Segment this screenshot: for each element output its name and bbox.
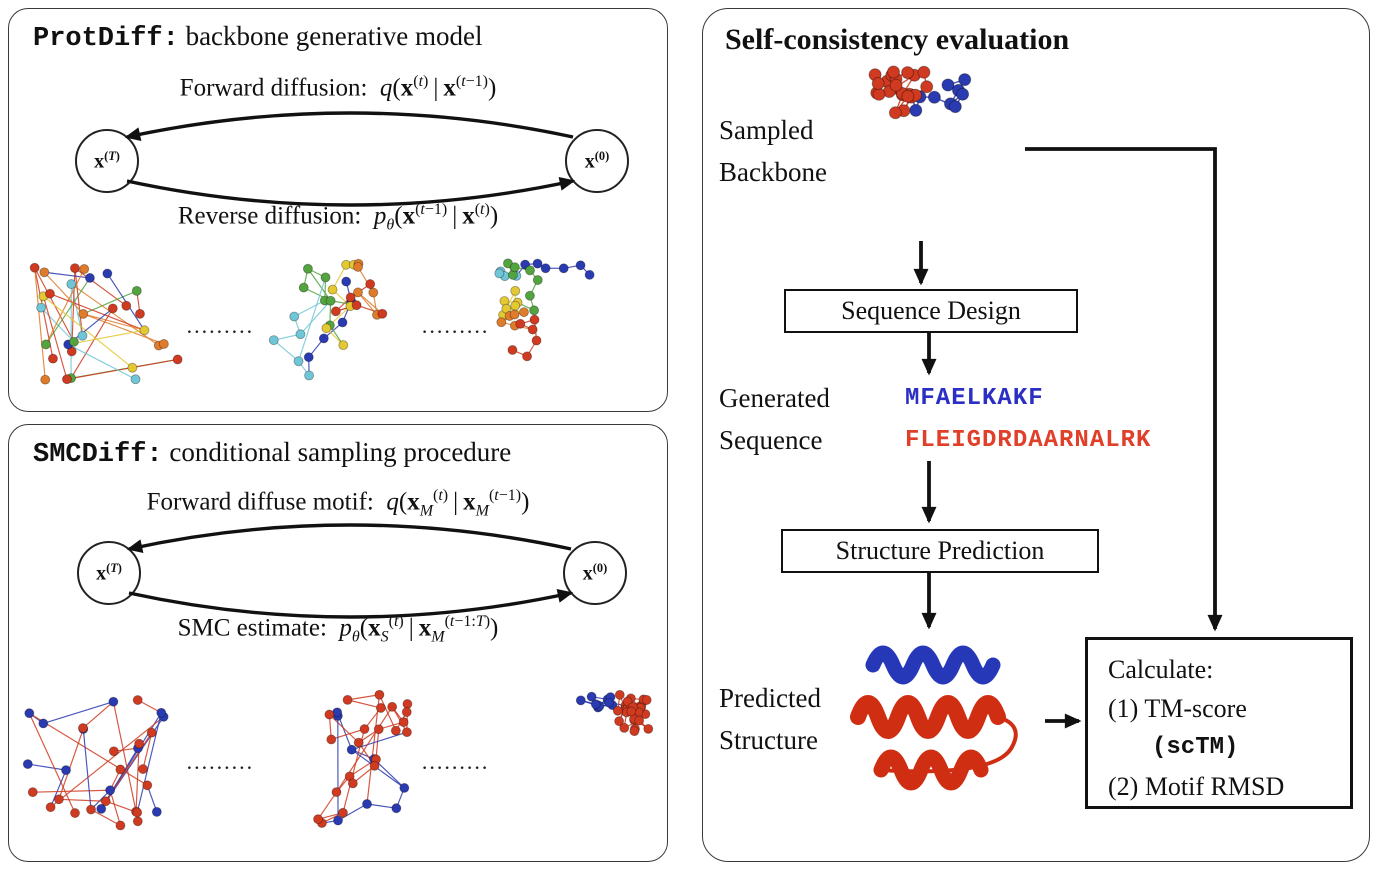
calculate-box: Calculate: (1) TM-score (scTM) (2) Motif… xyxy=(1085,637,1353,809)
ellipsis-dots: ......... xyxy=(186,749,255,774)
state-node-xT-label: x(T) xyxy=(96,560,122,585)
generated-sequence-label-line1: Generated xyxy=(719,383,830,413)
state-node-x0: x(0) xyxy=(565,129,629,193)
blue-helix xyxy=(865,645,1001,685)
protdiff-title-code: ProtDiff: xyxy=(33,24,179,54)
smcdiff-title-rest: conditional sampling procedure xyxy=(162,437,512,467)
generated-sequence-red: FLEIGDRDAARNALRK xyxy=(905,427,1152,454)
forward-diffusion-arrow xyxy=(124,111,574,142)
structure-prediction-label: Structure Prediction xyxy=(835,536,1045,565)
smcdiff-panel: SMCDiff: conditional sampling procedure … xyxy=(8,424,668,862)
predicted-structure-ribbon xyxy=(850,645,1018,791)
calculate-title: Calculate: xyxy=(1108,655,1214,684)
protein-cloud-noisy xyxy=(29,262,183,385)
smcdiff-title: SMCDiff: conditional sampling procedure xyxy=(33,437,511,470)
motif-cloud-intermediate xyxy=(313,689,413,828)
motif-cloud-noisy xyxy=(22,695,169,831)
generated-sequence-label: Generated Sequence xyxy=(719,377,830,461)
protdiff-title: ProtDiff: backbone generative model xyxy=(33,21,482,54)
calc-item-tm-score: (1) TM-score xyxy=(1108,694,1247,723)
sampled-backbone-label: Sampled Backbone xyxy=(719,109,827,193)
state-node-x0: x(0) xyxy=(563,541,627,605)
smcdiff-forward-equation: Forward diffuse motif: q(xM(t) | xM(t−1)… xyxy=(146,487,530,520)
sequence-design-label: Sequence Design xyxy=(841,296,1021,325)
generated-sequence-label-line2: Sequence xyxy=(719,425,823,455)
reverse-diffusion-arrow xyxy=(126,176,576,207)
state-node-xT-label: x(T) xyxy=(94,148,120,173)
predicted-structure-label-line2: Structure xyxy=(719,725,818,755)
sampled-backbone-label-line2: Backbone xyxy=(719,157,827,187)
sampled-backbone-label-line1: Sampled xyxy=(719,115,814,145)
forward-diffuse-motif-arrow xyxy=(126,523,572,554)
red-helix-2 xyxy=(873,749,989,791)
protdiff-forward-equation: Forward diffusion: q(x(t) | x(t−1)) xyxy=(179,73,497,102)
protdiff-title-rest: backbone generative model xyxy=(178,21,483,51)
diffusion-arrows xyxy=(126,523,574,619)
calc-item-sctm: (scTM) xyxy=(1152,734,1239,761)
structure-prediction-box: Structure Prediction xyxy=(781,529,1099,573)
ellipsis-dots: ......... xyxy=(421,749,490,774)
protein-cloud-intermediate xyxy=(269,258,388,381)
protdiff-snapshots-row: ......... ......... xyxy=(9,239,667,413)
protdiff-panel: ProtDiff: backbone generative model Forw… xyxy=(8,8,668,412)
ellipsis-dots: ......... xyxy=(186,313,255,338)
smcdiff-title-code: SMCDiff: xyxy=(33,440,163,470)
red-helix-1 xyxy=(850,695,1006,739)
state-node-x0-label: x(0) xyxy=(582,560,608,585)
generated-sequence-blue: MFAELKAKF xyxy=(905,385,1044,412)
motif-cloud-final xyxy=(576,689,654,737)
self-consistency-panel: Self-consistency evaluation Sampled Back… xyxy=(702,8,1370,862)
protein-cloud-final xyxy=(494,258,595,362)
predicted-structure-label: Predicted Structure xyxy=(719,677,821,761)
predicted-structure-label-line1: Predicted xyxy=(719,683,821,713)
ellipsis-dots: ......... xyxy=(421,313,490,338)
state-node-x0-label: x(0) xyxy=(584,148,610,173)
calc-item-motif-rmsd: (2) Motif RMSD xyxy=(1108,772,1285,801)
protdiff-reverse-equation: Reverse diffusion: pθ(x(t−1) | x(t)) xyxy=(177,201,499,234)
sampled-backbone-image xyxy=(868,65,972,120)
smcdiff-snapshots-row: ......... ......... xyxy=(9,669,667,855)
evaluation-title: Self-consistency evaluation xyxy=(725,23,1070,56)
loop-connector xyxy=(880,715,1018,774)
sequence-design-box: Sequence Design xyxy=(784,289,1078,333)
smc-estimate-arrow xyxy=(128,588,574,619)
smcdiff-estimate-equation: SMC estimate: pθ(xS(t) | xM(t−1:T)) xyxy=(177,613,499,646)
diffusion-arrows xyxy=(124,111,576,207)
